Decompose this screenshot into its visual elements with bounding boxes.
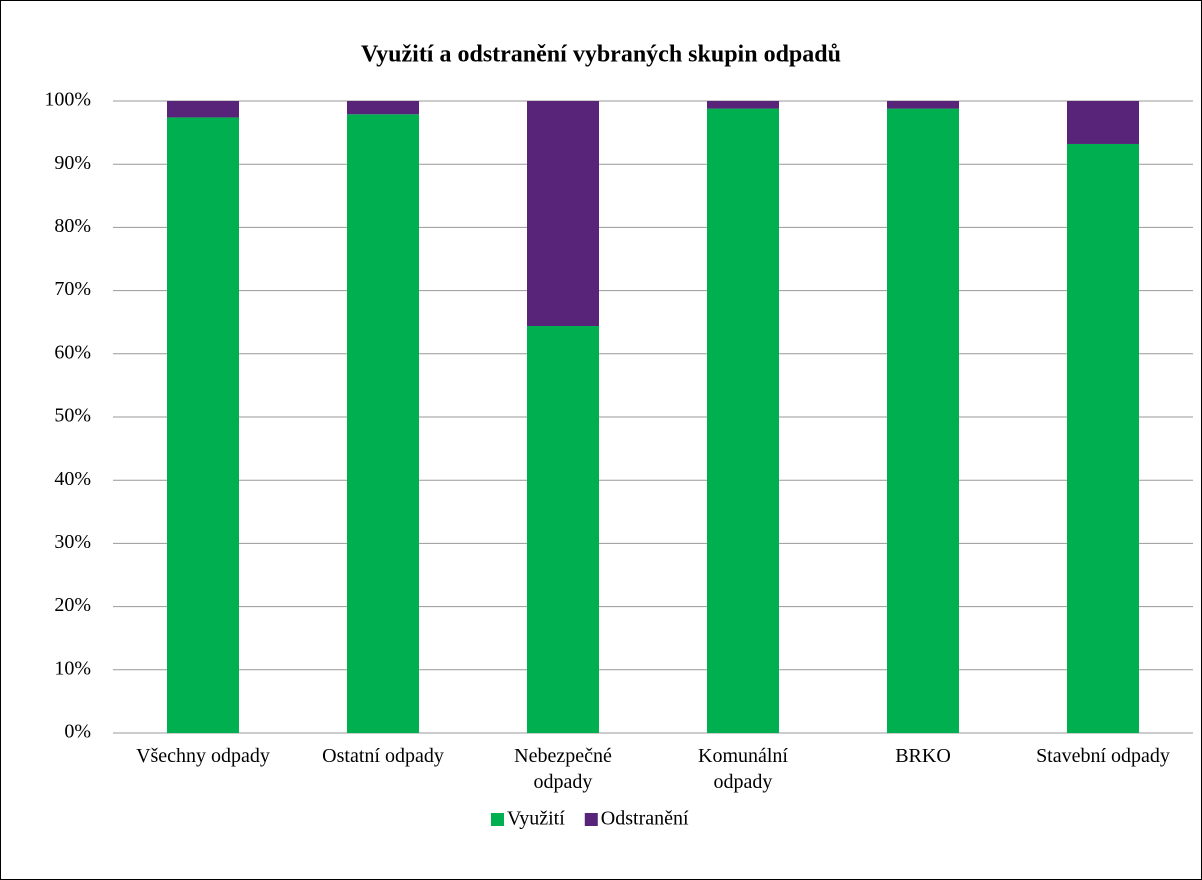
y-tick-label: 80% [54,215,91,237]
bar-segment [887,101,959,109]
y-tick-label: 0% [64,721,91,743]
y-tick-label: 90% [54,152,91,174]
y-tick-label: 10% [54,657,91,679]
bar-segment [527,101,599,326]
x-tick-label: Nebezpečné odpady [514,745,612,793]
x-tick-label: Ostatní odpady [322,745,444,767]
bar-segment [347,101,419,115]
y-tick-label: 70% [54,278,91,300]
bar-segment [167,117,239,733]
bar-segment [707,101,779,109]
x-tick-label: BRKO [895,745,951,767]
bar-segment [707,108,779,734]
y-tick-label: 50% [54,405,91,427]
bar-segment [167,101,239,118]
legend-label: Využití [507,808,565,830]
bar-segment [347,114,419,734]
bar-segment [1067,101,1139,144]
legend-swatch [491,813,504,826]
legend-label: Odstranění [601,808,689,830]
x-tick-label: Stavební odpady [1036,745,1170,767]
y-tick-label: 30% [54,531,91,553]
x-tick-label: Všechny odpady [136,745,270,767]
bar-segment [1067,143,1139,733]
bar-segment [887,108,959,734]
y-tick-label: 60% [54,341,91,363]
y-tick-label: 20% [54,594,91,616]
y-tick-label: 40% [54,468,91,490]
x-tick-label: Komunální odpady [698,745,788,793]
chart-title: Využití a odstranění vybraných skupin od… [361,42,841,68]
legend-swatch [584,813,598,826]
bar-segment [527,325,599,733]
y-tick-label: 100% [44,89,91,111]
